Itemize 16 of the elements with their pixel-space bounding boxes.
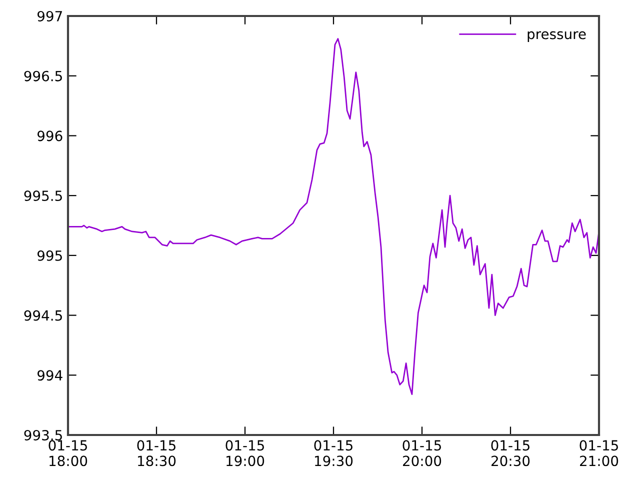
legend-label: pressure — [528, 31, 586, 42]
y-tick-label: 996.5 — [24, 70, 62, 82]
x-tick-label: 01-15 18:30 — [137, 440, 176, 466]
y-tick-label: 995 — [38, 250, 62, 261]
y-tick-label: 993.5 — [24, 430, 62, 440]
y-tick-label: 994 — [38, 370, 62, 381]
y-tick-label: 997 — [38, 10, 62, 22]
y-tick-label: 995.5 — [24, 190, 62, 202]
y-tick-label: 996 — [38, 130, 62, 142]
x-tick-label: 01-15 19:30 — [314, 440, 353, 466]
y-tick-label: 994.5 — [24, 310, 62, 321]
x-tick-label: 01-15 20:00 — [402, 440, 442, 466]
x-tick-label: 01-15 18:00 — [48, 440, 88, 466]
x-tick-label: 01-15 19:00 — [226, 440, 264, 466]
x-tick-label: 01-15 21:00 — [580, 440, 618, 466]
x-tick-label: 01-15 20:30 — [491, 440, 530, 466]
